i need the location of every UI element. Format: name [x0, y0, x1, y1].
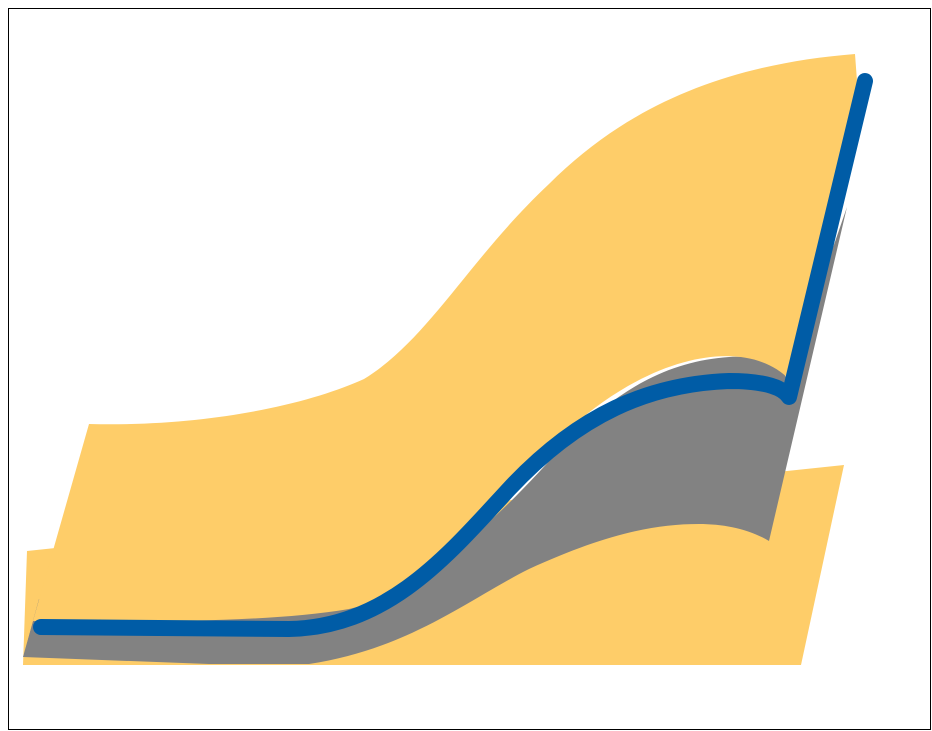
diagram-frame — [8, 8, 931, 730]
blue-curve-band — [33, 73, 873, 637]
upper-gold-layer — [25, 54, 857, 649]
layered-surface-diagram — [23, 54, 873, 665]
